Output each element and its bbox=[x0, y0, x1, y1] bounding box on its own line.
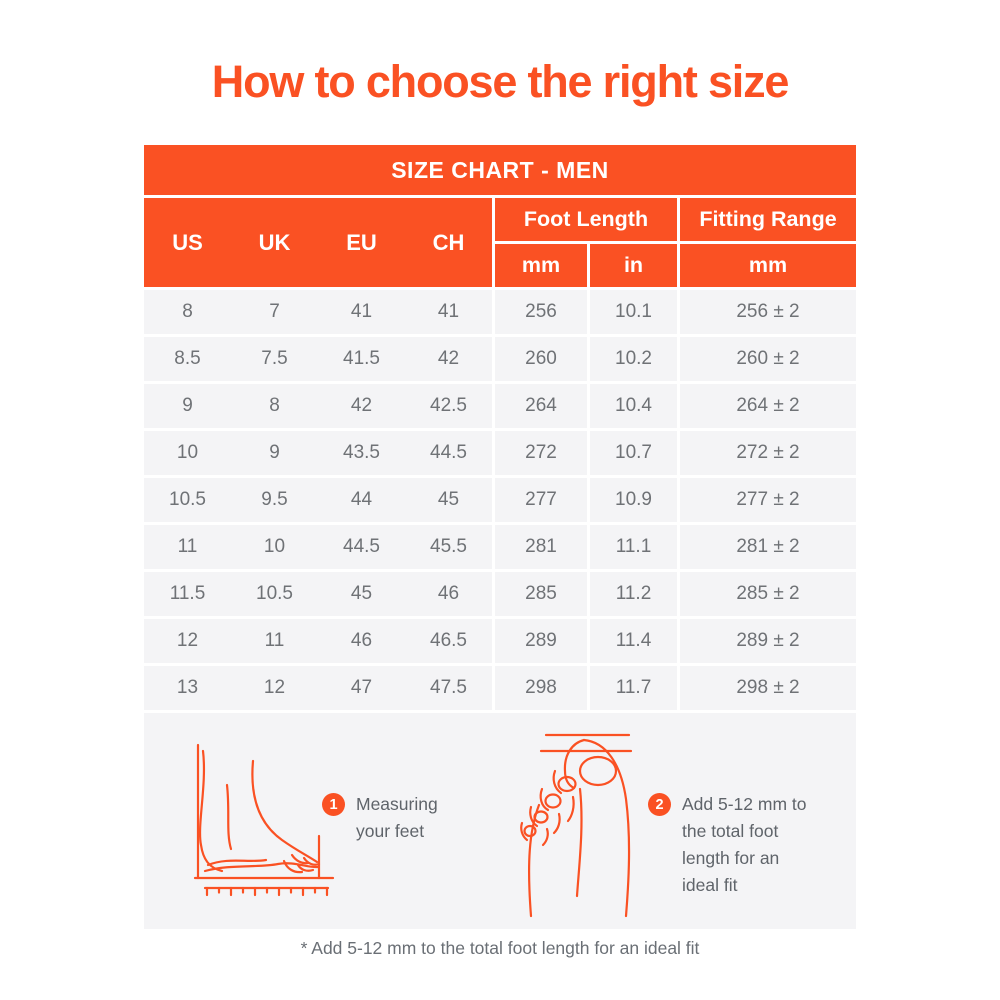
table-body: 8 7 41 41 256 10.1 256 ± 2 8.5 7.5 41.5 … bbox=[144, 290, 856, 710]
cell-uk: 12 bbox=[231, 666, 318, 710]
cell-eu: 43.5 bbox=[318, 431, 405, 475]
measuring-instructions-panel: 1 Measuring your feet 2 Add 5-12 m bbox=[144, 713, 856, 929]
cell-uk: 10 bbox=[231, 525, 318, 569]
subheader-in: in bbox=[587, 244, 677, 287]
cell-fitting-range: 285 ± 2 bbox=[677, 572, 856, 616]
table-header-group: US UK EU CH Foot Length Fitting Range mm… bbox=[144, 198, 856, 287]
cell-ch: 45 bbox=[405, 478, 492, 522]
cell-fitting-range: 289 ± 2 bbox=[677, 619, 856, 663]
cell-uk: 7.5 bbox=[231, 337, 318, 381]
table-row: 9 8 42 42.5 264 10.4 264 ± 2 bbox=[144, 384, 856, 428]
cell-ch: 42 bbox=[405, 337, 492, 381]
cell-ch: 42.5 bbox=[405, 384, 492, 428]
subheader-mm: mm bbox=[492, 244, 587, 287]
cell-eu: 41.5 bbox=[318, 337, 405, 381]
cell-eu: 42 bbox=[318, 384, 405, 428]
cell-foot-length-mm: 256 bbox=[492, 290, 587, 334]
table-title: SIZE CHART - MEN bbox=[144, 145, 856, 195]
cell-uk: 9.5 bbox=[231, 478, 318, 522]
cell-foot-length-mm: 285 bbox=[492, 572, 587, 616]
cell-eu: 44 bbox=[318, 478, 405, 522]
footnote: * Add 5-12 mm to the total foot length f… bbox=[300, 938, 700, 958]
table-row: 12 11 46 46.5 289 11.4 289 ± 2 bbox=[144, 619, 856, 663]
cell-foot-length-mm: 298 bbox=[492, 666, 587, 710]
cell-ch: 44.5 bbox=[405, 431, 492, 475]
cell-fitting-range: 256 ± 2 bbox=[677, 290, 856, 334]
cell-uk: 11 bbox=[231, 619, 318, 663]
cell-ch: 46 bbox=[405, 572, 492, 616]
col-header-foot-length: Foot Length bbox=[492, 198, 677, 241]
cell-fitting-range: 264 ± 2 bbox=[677, 384, 856, 428]
cell-ch: 45.5 bbox=[405, 525, 492, 569]
col-header-eu: EU bbox=[346, 229, 377, 255]
cell-fitting-range: 277 ± 2 bbox=[677, 478, 856, 522]
table-row: 10 9 43.5 44.5 272 10.7 272 ± 2 bbox=[144, 431, 856, 475]
annotation-step-2: 2 Add 5-12 mm to the total foot length f… bbox=[648, 791, 812, 900]
cell-us: 9 bbox=[144, 384, 231, 428]
table-row: 10.5 9.5 44 45 277 10.9 277 ± 2 bbox=[144, 478, 856, 522]
annotation-step-1: 1 Measuring your feet bbox=[322, 791, 454, 845]
cell-foot-length-in: 11.2 bbox=[587, 572, 677, 616]
cell-uk: 8 bbox=[231, 384, 318, 428]
table-row: 8 7 41 41 256 10.1 256 ± 2 bbox=[144, 290, 856, 334]
cell-us: 10.5 bbox=[144, 478, 231, 522]
cell-fitting-range: 281 ± 2 bbox=[677, 525, 856, 569]
cell-foot-length-mm: 281 bbox=[492, 525, 587, 569]
cell-foot-length-mm: 264 bbox=[492, 384, 587, 428]
step-1-badge: 1 bbox=[322, 793, 345, 816]
cell-ch: 41 bbox=[405, 290, 492, 334]
cell-eu: 41 bbox=[318, 290, 405, 334]
table-row: 13 12 47 47.5 298 11.7 298 ± 2 bbox=[144, 666, 856, 710]
measurement-headers: Foot Length Fitting Range mm in mm bbox=[492, 198, 856, 287]
cell-uk: 10.5 bbox=[231, 572, 318, 616]
cell-foot-length-mm: 277 bbox=[492, 478, 587, 522]
cell-ch: 47.5 bbox=[405, 666, 492, 710]
cell-foot-length-mm: 272 bbox=[492, 431, 587, 475]
cell-us: 11 bbox=[144, 525, 231, 569]
cell-foot-length-in: 11.4 bbox=[587, 619, 677, 663]
cell-eu: 44.5 bbox=[318, 525, 405, 569]
col-header-fitting-range: Fitting Range bbox=[677, 198, 856, 241]
cell-us: 8 bbox=[144, 290, 231, 334]
col-header-uk: UK bbox=[258, 229, 291, 255]
size-chart-table: SIZE CHART - MEN US UK EU CH Foot Length… bbox=[144, 145, 856, 929]
cell-foot-length-in: 10.9 bbox=[587, 478, 677, 522]
cell-us: 13 bbox=[144, 666, 231, 710]
cell-foot-length-in: 10.7 bbox=[587, 431, 677, 475]
cell-foot-length-mm: 289 bbox=[492, 619, 587, 663]
foot-top-view-icon bbox=[520, 733, 633, 918]
cell-foot-length-in: 10.4 bbox=[587, 384, 677, 428]
step-1-text: Measuring your feet bbox=[356, 794, 438, 842]
cell-eu: 45 bbox=[318, 572, 405, 616]
cell-foot-length-in: 11.1 bbox=[587, 525, 677, 569]
foot-side-measure-icon bbox=[193, 743, 335, 897]
page-title: How to choose the right size bbox=[211, 56, 790, 107]
cell-us: 11.5 bbox=[144, 572, 231, 616]
cell-uk: 7 bbox=[231, 290, 318, 334]
cell-us: 12 bbox=[144, 619, 231, 663]
cell-uk: 9 bbox=[231, 431, 318, 475]
cell-eu: 46 bbox=[318, 619, 405, 663]
size-systems-header: US UK EU CH bbox=[144, 198, 492, 287]
cell-us: 8.5 bbox=[144, 337, 231, 381]
cell-foot-length-in: 10.2 bbox=[587, 337, 677, 381]
col-header-ch: CH bbox=[432, 229, 465, 255]
cell-us: 10 bbox=[144, 431, 231, 475]
step-2-text: Add 5-12 mm to the total foot length for… bbox=[682, 794, 807, 896]
step-2-badge: 2 bbox=[648, 793, 671, 816]
col-header-us: US bbox=[172, 229, 203, 255]
cell-eu: 47 bbox=[318, 666, 405, 710]
table-row: 11 10 44.5 45.5 281 11.1 281 ± 2 bbox=[144, 525, 856, 569]
cell-fitting-range: 298 ± 2 bbox=[677, 666, 856, 710]
table-row: 11.5 10.5 45 46 285 11.2 285 ± 2 bbox=[144, 572, 856, 616]
cell-fitting-range: 260 ± 2 bbox=[677, 337, 856, 381]
cell-foot-length-mm: 260 bbox=[492, 337, 587, 381]
cell-ch: 46.5 bbox=[405, 619, 492, 663]
cell-foot-length-in: 10.1 bbox=[587, 290, 677, 334]
cell-foot-length-in: 11.7 bbox=[587, 666, 677, 710]
table-row: 8.5 7.5 41.5 42 260 10.2 260 ± 2 bbox=[144, 337, 856, 381]
cell-fitting-range: 272 ± 2 bbox=[677, 431, 856, 475]
subheader-fitting-mm: mm bbox=[677, 244, 856, 287]
